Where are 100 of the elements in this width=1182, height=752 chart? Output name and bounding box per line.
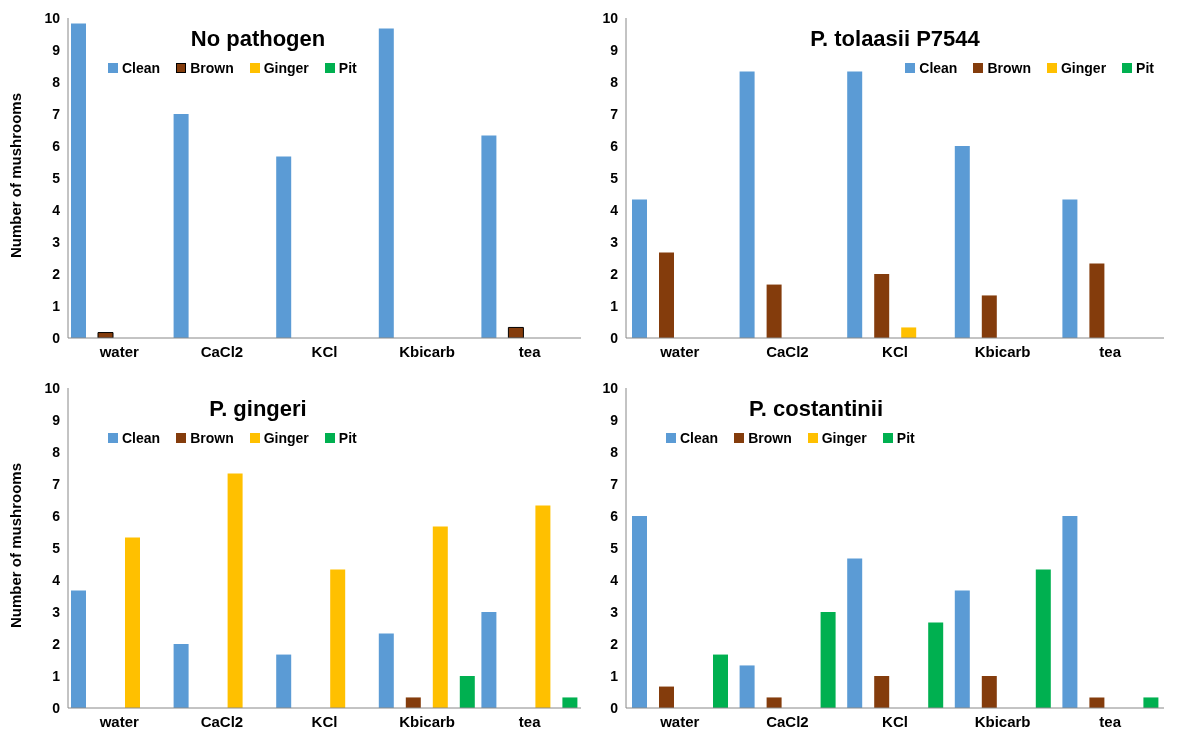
- y-tick-label: 4: [52, 571, 61, 588]
- bar: [874, 676, 890, 708]
- y-tick-label: 2: [610, 265, 619, 282]
- bar: [954, 590, 970, 708]
- y-tick-label: 1: [610, 297, 619, 314]
- y-tick-label: 6: [610, 507, 619, 524]
- y-tick-label: 7: [610, 475, 619, 492]
- y-tick-label: 3: [52, 233, 61, 250]
- bar: [535, 505, 551, 708]
- legend-label: Clean: [122, 60, 161, 76]
- y-tick-label: 7: [52, 105, 61, 122]
- legend-label: Pit: [338, 60, 357, 76]
- bar: [481, 612, 497, 708]
- chart-title: No pathogen: [189, 26, 327, 52]
- legend-label: Clean: [680, 430, 719, 446]
- y-tick-label: 0: [610, 699, 619, 716]
- chart-title: P. gingeri: [208, 396, 308, 422]
- bar: [276, 654, 292, 708]
- y-tick-label: 8: [52, 443, 61, 460]
- chart-title: P. costantinii: [747, 396, 885, 422]
- bar: [1062, 516, 1078, 708]
- bar: [874, 274, 890, 338]
- x-tick-label: tea: [518, 712, 542, 730]
- x-tick-label: KCl: [311, 342, 338, 360]
- bar: [1035, 569, 1051, 708]
- bar: [847, 71, 863, 338]
- y-tick-label: 1: [52, 297, 61, 314]
- bar: [125, 537, 140, 708]
- bar: [330, 569, 346, 708]
- y-tick-label: 10: [602, 9, 619, 26]
- chart-title: P. tolaasii P7544: [809, 26, 981, 52]
- bar: [481, 135, 497, 338]
- y-tick-label: 4: [610, 571, 619, 588]
- bar: [1089, 263, 1105, 338]
- legend-label: Brown: [987, 60, 1031, 76]
- y-tick-label: 3: [52, 603, 61, 620]
- x-tick-label: tea: [1099, 342, 1122, 360]
- y-tick-label: 5: [52, 539, 61, 556]
- legend-label: Pit: [896, 430, 915, 446]
- bar: [847, 558, 863, 708]
- bar: [739, 71, 755, 338]
- bar: [378, 633, 394, 708]
- bar: [459, 676, 475, 708]
- bar: [1143, 697, 1159, 708]
- bar: [713, 654, 728, 708]
- x-tick-label: CaCl2: [200, 342, 244, 360]
- y-tick-label: 6: [610, 137, 619, 154]
- legend-label: Brown: [748, 430, 792, 446]
- bar: [820, 612, 836, 708]
- y-tick-label: 10: [44, 9, 61, 26]
- x-tick-label: tea: [1099, 712, 1122, 730]
- x-tick-label: Kbicarb: [974, 342, 1031, 360]
- bar: [766, 284, 782, 338]
- x-tick-label: water: [98, 712, 140, 730]
- y-tick-label: 5: [610, 539, 619, 556]
- x-tick-label: water: [98, 342, 140, 360]
- bar: [97, 332, 114, 338]
- bar: [928, 622, 944, 708]
- legend-label: Ginger: [263, 60, 309, 76]
- y-tick-label: 4: [610, 201, 619, 218]
- bar: [632, 516, 647, 708]
- bar: [981, 295, 997, 338]
- y-tick-label: 9: [52, 411, 61, 428]
- y-tick-label: 10: [602, 379, 619, 396]
- bar: [227, 473, 243, 708]
- y-tick-label: 8: [52, 73, 61, 90]
- bar: [739, 665, 755, 708]
- y-tick-label: 0: [52, 329, 61, 346]
- legend-label: Brown: [190, 60, 234, 76]
- y-tick-label: 0: [610, 329, 619, 346]
- bar: [632, 199, 647, 338]
- y-tick-label: 6: [52, 507, 61, 524]
- bar: [71, 23, 86, 338]
- y-tick-label: 5: [52, 169, 61, 186]
- legend-label: Ginger: [1060, 60, 1107, 76]
- y-tick-label: 2: [52, 265, 61, 282]
- bar: [1089, 697, 1105, 708]
- y-tick-label: 6: [52, 137, 61, 154]
- y-tick-label: 9: [610, 41, 619, 58]
- bar: [1062, 199, 1078, 338]
- x-tick-label: water: [659, 712, 700, 730]
- legend-label: Ginger: [821, 430, 867, 446]
- bar: [766, 697, 782, 708]
- legend-label: Brown: [190, 430, 234, 446]
- x-tick-label: KCl: [882, 342, 908, 360]
- x-tick-label: tea: [518, 342, 542, 360]
- x-tick-label: CaCl2: [200, 712, 244, 730]
- legend-label: Clean: [122, 430, 161, 446]
- y-tick-label: 5: [610, 169, 619, 186]
- bar: [405, 697, 421, 708]
- y-tick-label: 1: [610, 667, 619, 684]
- x-tick-label: CaCl2: [766, 712, 809, 730]
- x-tick-label: water: [659, 342, 700, 360]
- bar: [378, 28, 394, 338]
- x-tick-label: KCl: [882, 712, 908, 730]
- bar: [659, 252, 674, 338]
- y-tick-label: 3: [610, 233, 619, 250]
- legend-label: Pit: [338, 430, 357, 446]
- x-tick-label: Kbicarb: [399, 342, 456, 360]
- y-tick-label: 2: [610, 635, 619, 652]
